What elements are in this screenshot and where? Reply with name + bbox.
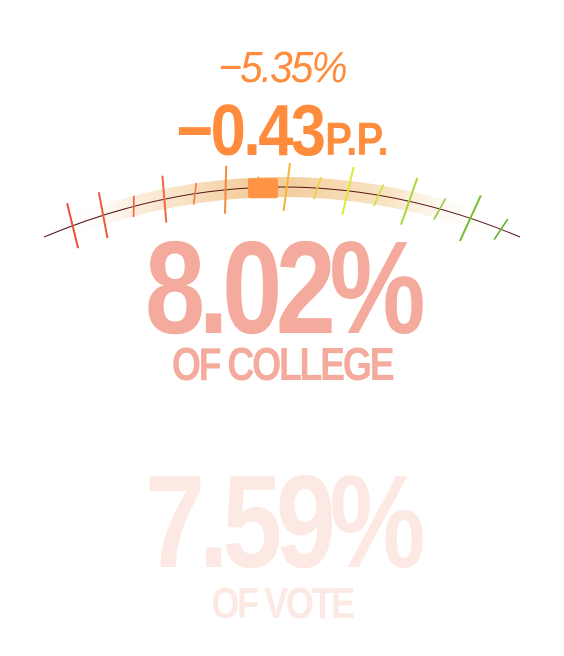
gauge-tick [282,162,291,212]
gauge-tick [192,182,198,205]
gauge-current-marker [248,178,278,199]
gauge-tick [458,195,482,242]
swing-gauge [43,162,521,249]
point-change-unit: P.P. [325,113,388,165]
point-change-value: −0.43 [176,91,326,171]
gauge-baseline [43,186,521,238]
vote-label: OF VOTE [211,579,355,628]
gauge-tick [493,218,509,241]
college-label: OF COLLEGE [171,338,395,390]
gauge-tick [224,165,228,214]
college-percent: 8.02% [144,214,426,361]
point-change: −0.43P.P. [34,95,530,167]
gauge-tick [312,176,322,200]
gauge-tick [66,202,80,249]
gauge-tick [433,198,447,220]
gauge-tick [161,175,168,223]
gauge-tick [97,192,109,239]
gauge-tick [341,166,355,215]
gauge-tick [400,177,419,226]
vote-percent: 7.59% [144,448,426,595]
percent-change: −5.35% [218,43,347,92]
gauge-tick [373,184,385,207]
